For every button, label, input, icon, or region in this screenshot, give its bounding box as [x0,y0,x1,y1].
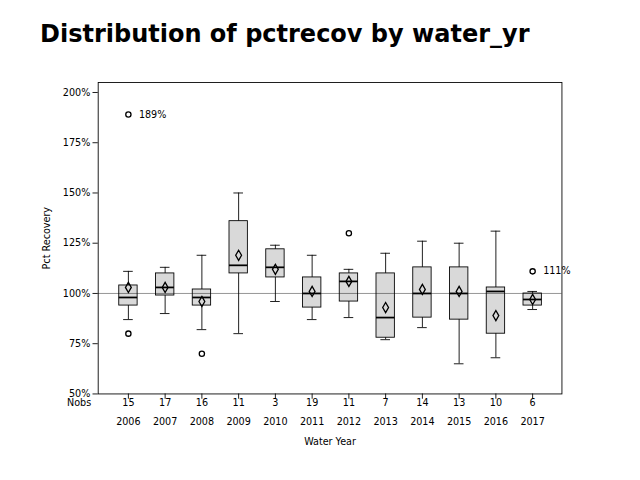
svg-text:16: 16 [196,397,208,408]
svg-text:200%: 200% [63,86,90,97]
svg-text:6: 6 [530,397,536,408]
svg-text:11: 11 [343,397,355,408]
svg-text:100%: 100% [63,287,90,298]
svg-text:Nobs: Nobs [67,397,92,408]
svg-text:10: 10 [490,397,502,408]
svg-text:175%: 175% [63,137,90,148]
svg-text:13: 13 [453,397,465,408]
svg-text:15: 15 [122,397,134,408]
svg-text:2015: 2015 [447,416,471,427]
svg-text:14: 14 [416,397,428,408]
svg-text:11: 11 [233,397,245,408]
svg-text:2010: 2010 [263,416,287,427]
svg-text:2014: 2014 [410,416,434,427]
svg-text:50%: 50% [69,388,90,399]
svg-text:125%: 125% [63,237,90,248]
svg-text:75%: 75% [69,338,90,349]
svg-text:2009: 2009 [226,416,250,427]
svg-text:2016: 2016 [484,416,508,427]
svg-text:2007: 2007 [153,416,177,427]
svg-text:2013: 2013 [373,416,397,427]
svg-text:189%: 189% [139,108,166,119]
svg-text:3: 3 [272,397,278,408]
svg-text:111%: 111% [543,265,570,276]
svg-text:2011: 2011 [300,416,324,427]
html-text:Distribution of pctrecov by wa: Distribution of pctrecov by water_yr [40,19,530,48]
svg-text:150%: 150% [63,187,90,198]
svg-text:2017: 2017 [520,416,544,427]
svg-text:Water Year: Water Year [304,436,356,447]
svg-text:2008: 2008 [190,416,214,427]
svg-text:2006: 2006 [116,416,140,427]
svg-text:7: 7 [383,397,389,408]
svg-text:2012: 2012 [337,416,361,427]
svg-text:19: 19 [306,397,318,408]
svg-text:17: 17 [159,397,171,408]
svg-text:Pct Recovery: Pct Recovery [41,206,52,269]
